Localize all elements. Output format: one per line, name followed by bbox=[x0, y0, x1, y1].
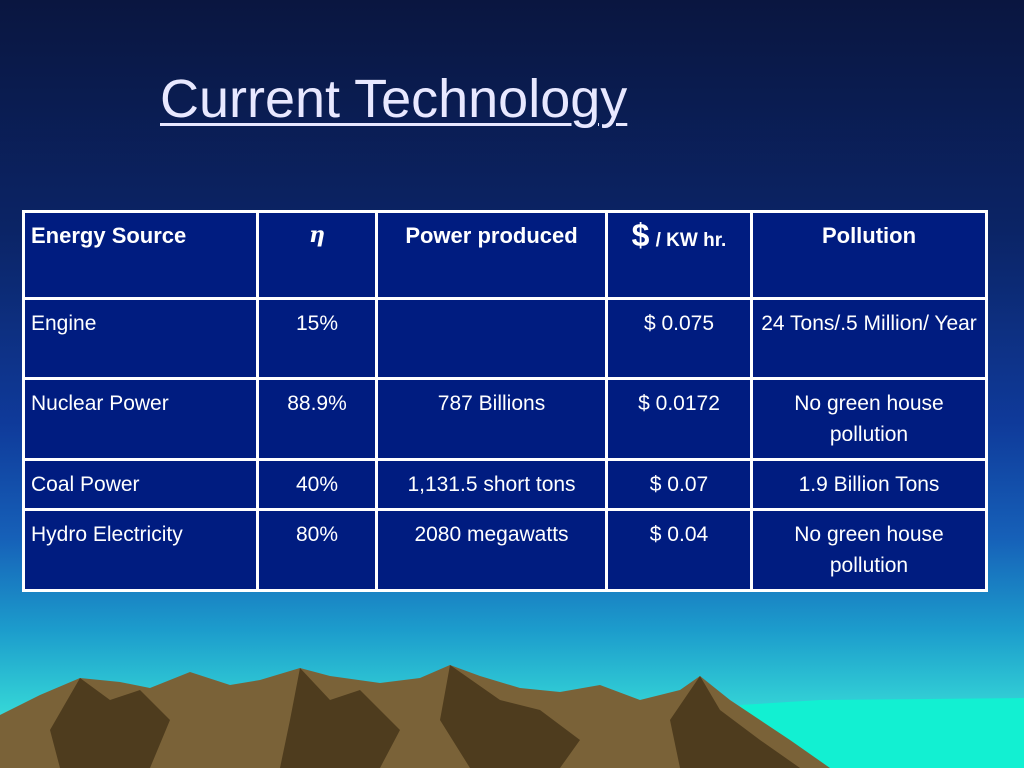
table-cell: Nuclear Power bbox=[22, 377, 259, 461]
table-cell bbox=[375, 297, 608, 380]
table-cell: 88.9% bbox=[256, 377, 378, 461]
header-cell: $ / KW hr. bbox=[605, 210, 753, 300]
table-row: Nuclear Power 88.9% 787 Billions $ 0.0172 No… bbox=[22, 377, 988, 461]
header-unit: / KW hr. bbox=[655, 230, 727, 251]
table-cell: 80% bbox=[256, 508, 378, 592]
table-cell: No green house pollution bbox=[750, 377, 988, 461]
table-cell: 1,131.5 short tons bbox=[375, 458, 608, 511]
table-cell: 40% bbox=[256, 458, 378, 511]
table-cell: Coal Power bbox=[22, 458, 259, 511]
table-cell: 2080 megawatts bbox=[375, 508, 608, 592]
header-row: Energy Source η Power produced $ / KW hr. Po… bbox=[22, 210, 988, 300]
table-row: Coal Power 40% 1,131.5 short tons $ 0.07 1.9… bbox=[22, 458, 988, 511]
mountains bbox=[0, 665, 830, 768]
table-cell: $ 0.04 bbox=[605, 508, 753, 592]
header-symbol: $ bbox=[631, 217, 650, 253]
table-cell: 15% bbox=[256, 297, 378, 380]
technology-table: Energy Source η Power produced $ / KW hr. Po… bbox=[22, 210, 988, 592]
header-cell: η bbox=[256, 210, 378, 300]
table-cell: Engine bbox=[22, 297, 259, 380]
mountain-shadow bbox=[670, 676, 800, 768]
table-row: Engine 15% $ 0.075 24 Tons/.5 Million/ Year bbox=[22, 297, 988, 380]
mountain-shadow bbox=[50, 678, 170, 768]
header-cell: Pollution bbox=[750, 210, 988, 300]
table-cell: Hydro Electricity bbox=[22, 508, 259, 592]
header-cell: Power produced bbox=[375, 210, 608, 300]
slide-title: Current Technology bbox=[160, 69, 628, 129]
sea bbox=[740, 698, 1024, 768]
table-cell: No green house pollution bbox=[750, 508, 988, 592]
mountain-shadow bbox=[280, 668, 400, 768]
header-cell: Energy Source bbox=[22, 210, 259, 300]
table-row: Hydro Electricity 80% 2080 megawatts $ 0.04… bbox=[22, 508, 988, 592]
table-cell: 787 Billions bbox=[375, 377, 608, 461]
mountain-shadow bbox=[440, 665, 580, 768]
table-cell: 24 Tons/.5 Million/ Year bbox=[750, 297, 988, 380]
table-cell: $ 0.075 bbox=[605, 297, 753, 380]
table-cell: $ 0.0172 bbox=[605, 377, 753, 461]
table-cell: $ 0.07 bbox=[605, 458, 753, 511]
table-cell: 1.9 Billion Tons bbox=[750, 458, 988, 511]
